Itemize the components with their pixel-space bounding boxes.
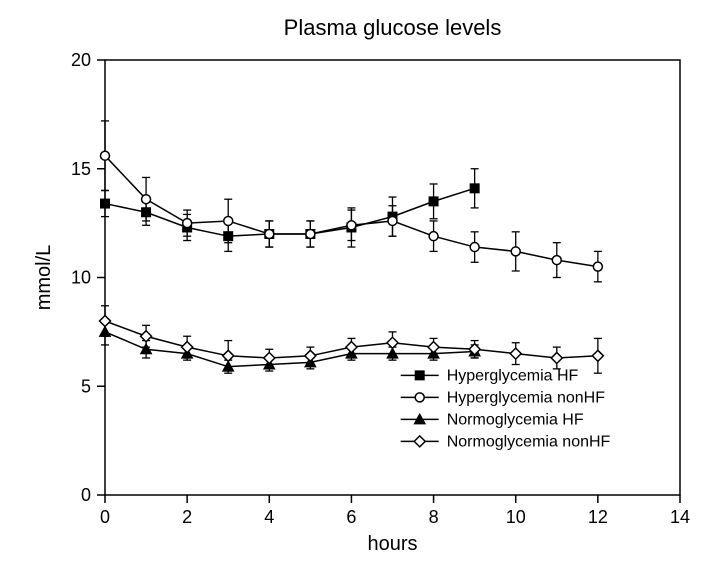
y-tick-label: 10 — [71, 268, 91, 288]
marker-open-circle — [347, 221, 356, 230]
marker-open-diamond — [346, 342, 357, 353]
legend-label: Hyperglycemia nonHF — [447, 389, 606, 406]
marker-open-circle — [224, 216, 233, 225]
marker-open-circle — [470, 243, 479, 252]
x-tick-label: 14 — [670, 507, 690, 527]
x-tick-label: 2 — [182, 507, 192, 527]
x-tick-label: 4 — [264, 507, 274, 527]
marker-filled-square — [470, 184, 479, 193]
x-axis-title: hours — [367, 533, 417, 555]
x-tick-label: 10 — [506, 507, 526, 527]
series-normoglycemia-nonhf — [100, 306, 604, 373]
marker-open-diamond — [100, 316, 111, 327]
plot-frame — [105, 60, 680, 495]
series-line — [105, 188, 475, 236]
y-tick-label: 5 — [81, 376, 91, 396]
marker-open-circle — [429, 232, 438, 241]
marker-open-diamond — [510, 348, 521, 359]
chart-title: Plasma glucose levels — [284, 15, 502, 40]
marker-open-diamond — [305, 350, 316, 361]
series-hyperglycemia-nonhf — [101, 121, 603, 282]
marker-open-circle — [183, 219, 192, 228]
marker-filled-square — [429, 197, 438, 206]
x-tick-label: 12 — [588, 507, 608, 527]
marker-open-diamond — [551, 352, 562, 363]
plasma-glucose-chart: 0 2 4 6 8 10 12 14 0 5 10 15 20 hours mmol/L Plasma glu… — [0, 0, 717, 565]
marker-filled-square — [415, 371, 424, 380]
marker-open-diamond — [264, 352, 275, 363]
legend-label: Hyperglycemia HF — [447, 367, 579, 384]
marker-open-circle — [388, 216, 397, 225]
x-tick-label: 6 — [346, 507, 356, 527]
marker-open-circle — [593, 262, 602, 271]
marker-open-circle — [552, 256, 561, 265]
marker-open-circle — [415, 393, 424, 402]
marker-open-diamond — [428, 342, 439, 353]
x-tick-label: 0 — [100, 507, 110, 527]
legend-label: Normoglycemia HF — [447, 411, 584, 428]
legend-label: Normoglycemia nonHF — [447, 433, 611, 450]
y-tick-label: 15 — [71, 159, 91, 179]
marker-open-diamond — [592, 350, 603, 361]
legend: Hyperglycemia HF Hyperglycemia nonHF Normo… — [401, 367, 611, 450]
marker-open-diamond — [182, 342, 193, 353]
y-axis-title: mmol/L — [33, 245, 55, 311]
marker-filled-square — [101, 199, 110, 208]
y-tick-label: 20 — [71, 50, 91, 70]
series-line — [105, 332, 475, 367]
chart-svg: 0 2 4 6 8 10 12 14 0 5 10 15 20 hours mmol/L Plasma glu… — [0, 0, 717, 565]
marker-open-circle — [306, 230, 315, 239]
x-tick-label: 8 — [429, 507, 439, 527]
marker-open-circle — [101, 151, 110, 160]
y-tick-label: 0 — [81, 485, 91, 505]
marker-open-circle — [265, 230, 274, 239]
series-hyperglycemia-hf — [101, 169, 480, 252]
marker-open-diamond — [414, 436, 425, 447]
marker-open-circle — [142, 195, 151, 204]
marker-open-circle — [511, 247, 520, 256]
